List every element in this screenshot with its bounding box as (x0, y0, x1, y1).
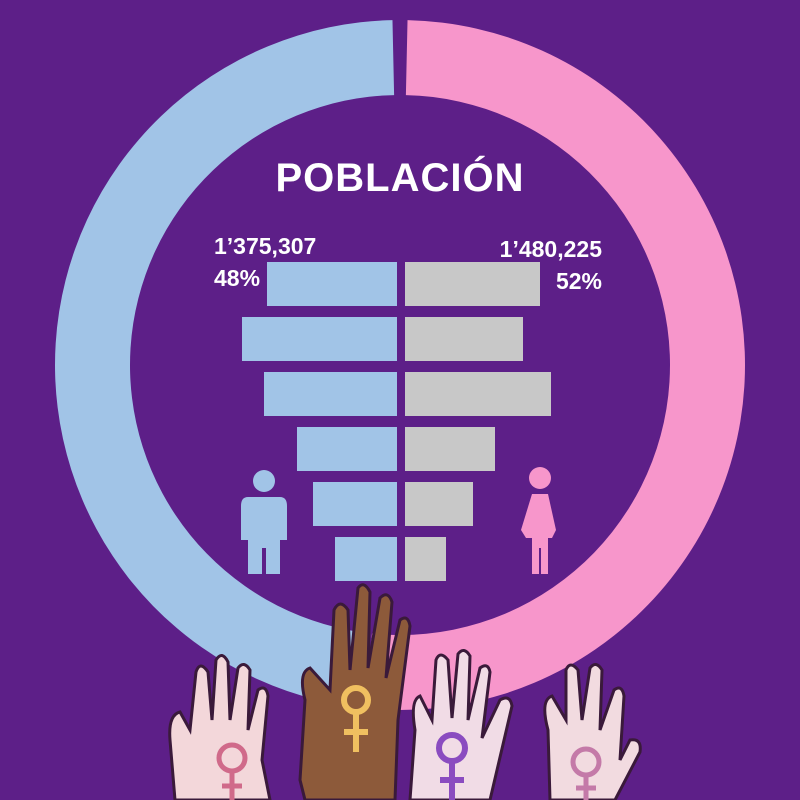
donut-slice-women (364, 20, 745, 710)
men-bar-4 (297, 427, 397, 471)
women-count-label: 1’480,225 (499, 236, 602, 262)
man-icon (241, 470, 287, 574)
hand-center-icon (408, 649, 514, 800)
men-count-label: 1’375,307 (214, 233, 317, 259)
men-bar-6 (335, 537, 397, 581)
hand-brown-icon (298, 583, 412, 800)
men-bar-1 (267, 262, 397, 306)
men-bar-3 (264, 372, 397, 416)
women-bar-6 (405, 537, 446, 581)
women-bar-5 (405, 482, 473, 526)
hand-right-icon (543, 663, 642, 800)
chart-title: POBLACIÓN (275, 156, 525, 200)
men-bar-5 (313, 482, 397, 526)
population-pyramid (242, 262, 551, 581)
women-bar-1 (405, 262, 540, 306)
donut-chart (54, 20, 745, 710)
men-percent-label: 48% (214, 265, 261, 291)
donut-slice-men (54, 20, 395, 707)
women-bar-4 (405, 427, 495, 471)
raised-hands-illustration (168, 583, 642, 800)
woman-icon (521, 467, 556, 574)
men-bar-2 (242, 317, 397, 361)
hand-left-icon (168, 654, 272, 800)
women-bar-3 (405, 372, 551, 416)
women-bar-2 (405, 317, 523, 361)
women-percent-label: 52% (555, 268, 602, 294)
